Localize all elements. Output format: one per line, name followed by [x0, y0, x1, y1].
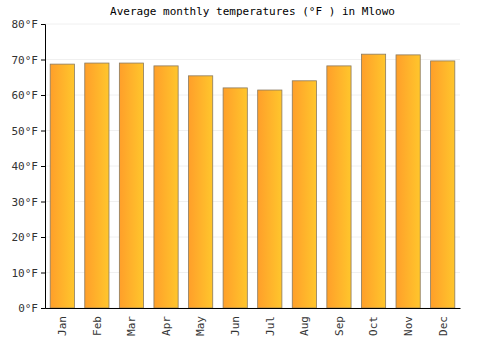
- x-tick-label: Jul: [264, 316, 277, 336]
- bar: [361, 54, 385, 308]
- x-tick: Feb: [91, 308, 104, 336]
- x-tick-label: Aug: [298, 316, 311, 336]
- title: Average monthly temperatures (°F ) in Ml…: [110, 5, 395, 18]
- x-tick-label: Jan: [56, 316, 69, 336]
- y-tick: 40°F: [12, 160, 46, 173]
- y-tick: 70°F: [12, 54, 46, 67]
- x-tick: Jul: [264, 308, 277, 336]
- x-tick-label: Nov: [402, 316, 415, 336]
- plot: 0°F 10°F 20°F 30°F 40°F 50°F 60°F 70°F 80°F Jan Fe…: [12, 18, 461, 336]
- x-tick-label: Jun: [229, 316, 242, 336]
- y-axis: 0°F 10°F 20°F 30°F 40°F 50°F 60°F 70°F 80°F: [12, 18, 46, 315]
- x-tick: Mar: [125, 308, 138, 336]
- y-tick: 20°F: [12, 231, 46, 244]
- bar: [223, 88, 247, 308]
- x-tick: Jan: [56, 308, 69, 336]
- y-tick-label: 10°F: [12, 267, 39, 280]
- bar: [327, 66, 351, 308]
- y-tick-mark: [41, 273, 45, 274]
- y-tick-mark: [41, 131, 45, 132]
- bar: [292, 81, 316, 308]
- y-tick-label: 70°F: [12, 54, 39, 67]
- x-tick: Jun: [229, 308, 242, 336]
- y-tick-label: 60°F: [12, 89, 39, 102]
- bar: [50, 64, 74, 308]
- x-tick: Apr: [160, 308, 173, 336]
- y-tick-mark: [41, 95, 45, 96]
- x-tick: Nov: [402, 308, 415, 336]
- grid-line: [45, 24, 460, 25]
- bar: [189, 76, 213, 308]
- y-tick-mark: [41, 202, 45, 203]
- x-tick-label: Sep: [333, 316, 346, 336]
- y-tick: 30°F: [12, 196, 46, 209]
- y-tick-label: 40°F: [12, 160, 39, 173]
- x-tick-label: May: [194, 316, 207, 336]
- x-tick-label: Dec: [437, 316, 450, 336]
- x-tick: May: [194, 308, 207, 336]
- chart: 0°F 10°F 20°F 30°F 40°F 50°F 60°F 70°F 80°F Jan Fe…: [0, 0, 500, 350]
- y-tick-label: 30°F: [12, 196, 39, 209]
- bar: [396, 55, 420, 308]
- x-tick-label: Oct: [367, 316, 380, 336]
- y-tick-mark: [41, 166, 45, 167]
- x-axis-line: [46, 308, 461, 309]
- y-tick: 10°F: [12, 267, 46, 280]
- x-tick: Aug: [298, 308, 311, 336]
- y-tick: 60°F: [12, 89, 46, 102]
- x-tick-label: Apr: [160, 316, 173, 336]
- bar: [85, 63, 109, 308]
- bar: [119, 63, 143, 308]
- y-tick: 0°F: [18, 302, 45, 315]
- y-axis-line: [41, 25, 46, 309]
- x-tick: Oct: [367, 308, 380, 336]
- bars: [50, 54, 455, 308]
- x-tick-label: Feb: [91, 316, 104, 336]
- y-tick-mark: [41, 60, 45, 61]
- x-tick-label: Mar: [125, 316, 138, 336]
- x-tick: Dec: [437, 308, 450, 336]
- y-tick-label: 50°F: [12, 125, 39, 138]
- y-tick-mark: [41, 237, 45, 238]
- y-tick-label: 80°F: [12, 18, 39, 31]
- y-tick: 50°F: [12, 125, 46, 138]
- x-tick: Sep: [333, 308, 346, 336]
- y-tick: 80°F: [12, 18, 46, 31]
- y-tick-mark: [41, 24, 45, 25]
- grid: [45, 24, 460, 308]
- y-tick-label: 20°F: [12, 231, 39, 244]
- bar: [431, 61, 455, 308]
- x-axis: Jan Feb Mar Apr May Jun Jul Aug Sep Oct Nov Dec: [46, 308, 461, 336]
- bar: [258, 90, 282, 308]
- y-tick-mark: [41, 308, 45, 309]
- y-tick-label: 0°F: [18, 302, 38, 315]
- bar: [154, 66, 178, 308]
